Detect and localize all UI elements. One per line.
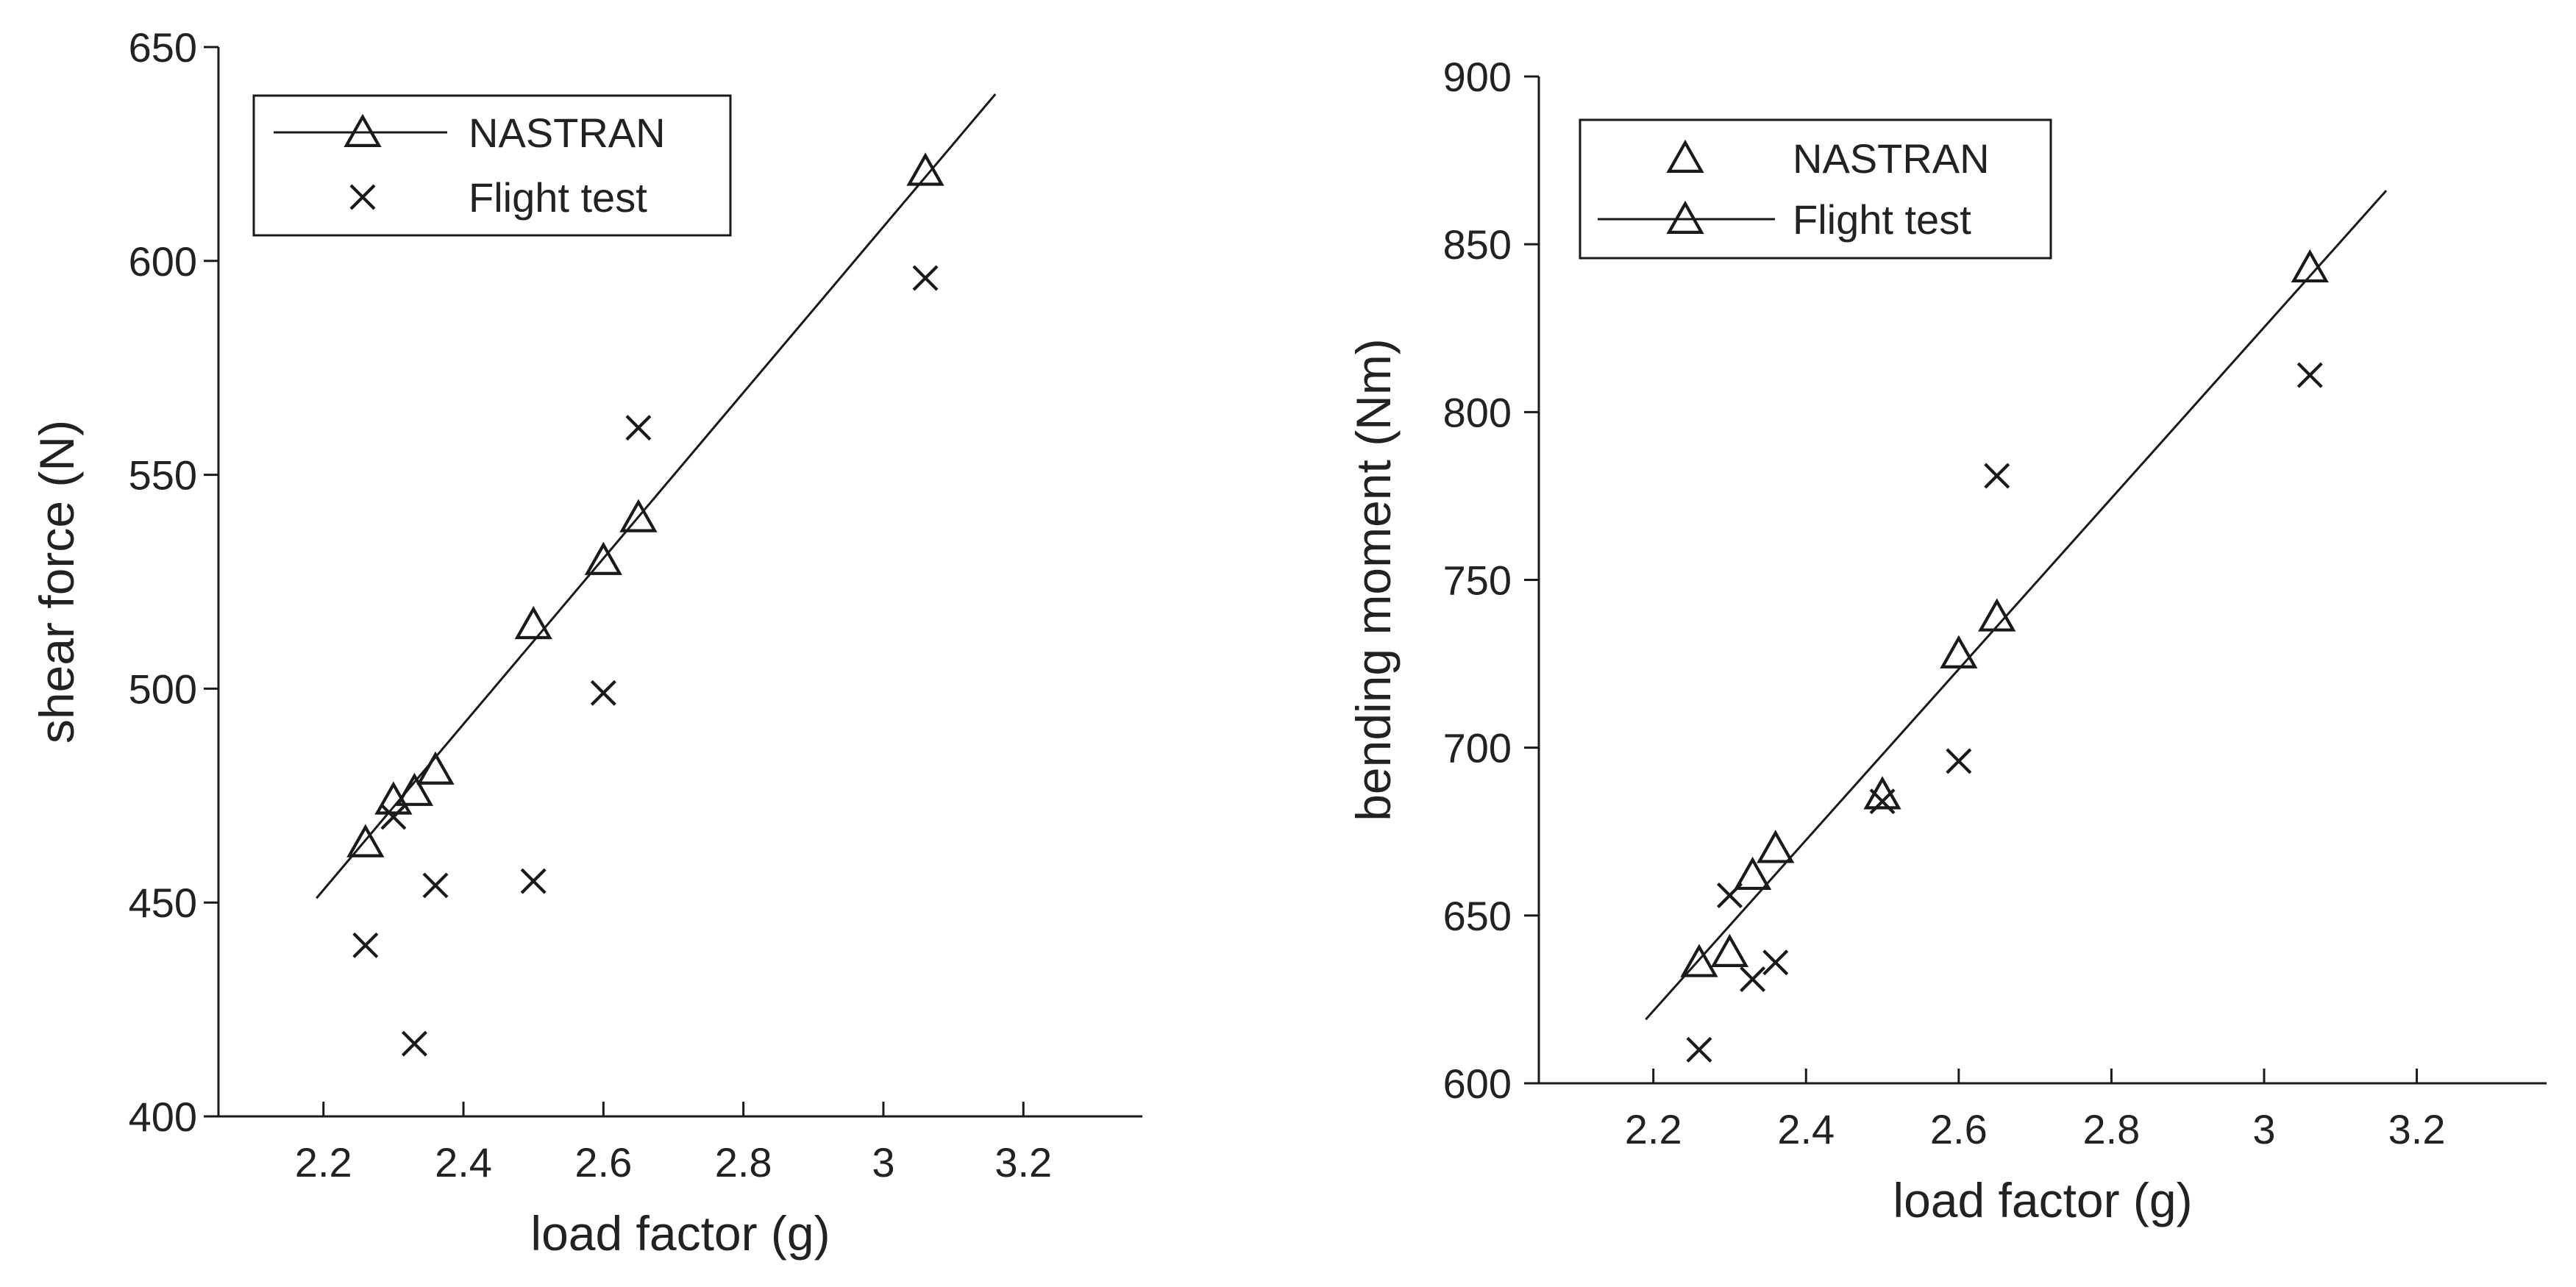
y-tick-label: 550 (129, 452, 197, 499)
flight-test-point (1946, 748, 1972, 774)
legend-box (1579, 118, 2052, 260)
flight-test-point (2296, 362, 2323, 388)
legend: NASTRAN Flight test (252, 94, 732, 237)
nastran-point (514, 605, 552, 640)
y-tick-label: 400 (129, 1094, 197, 1140)
legend-entry-nastran-marker (344, 113, 382, 147)
flight-test-point-stroke-b (590, 680, 616, 706)
flight-test-point (1762, 949, 1789, 976)
y-tick-label: 650 (1443, 893, 1512, 939)
flight-test-point-stroke-b (401, 1030, 427, 1057)
x-tick-label: 3.2 (995, 1139, 1052, 1186)
legend-box (252, 94, 732, 237)
legend-entry-nastran-marker (1666, 139, 1704, 173)
x-tick-label: 2.4 (435, 1139, 492, 1186)
nastran-point (395, 772, 434, 806)
flight-test-point (912, 265, 939, 291)
nastran-point (416, 751, 455, 785)
x-axis-label: load factor (g) (1893, 1173, 2192, 1227)
nastran-point (346, 824, 385, 858)
flight-test-point-stroke-b (1984, 463, 2010, 489)
flight-test-point (422, 872, 449, 899)
nastran-point (1940, 635, 1978, 669)
flight-test-point (1740, 966, 1766, 993)
y-tick-label: 600 (129, 238, 197, 285)
x-tick-label: 2.8 (715, 1139, 772, 1186)
nastran-point (1757, 830, 1795, 863)
flight-test-point-stroke-b (1762, 949, 1789, 976)
flight-test-point (1869, 788, 1896, 815)
flight-test-point (1716, 882, 1743, 908)
y-tick-label: 800 (1443, 389, 1512, 435)
y-tick-label: 500 (129, 666, 197, 712)
bending-moment-chart: 2.2 2.4 2.6 2.8 3 3.2 600 650 700 750 800 850 900 loa… (1346, 54, 2547, 1227)
nastran-point (906, 152, 944, 186)
legend-entry-nastran-label: NASTRAN (1793, 135, 1990, 182)
flight-test-point-stroke-b (1716, 882, 1743, 908)
y-tick-label: 700 (1443, 725, 1512, 771)
nastran-point (1710, 933, 1749, 967)
x-tick-label: 3.2 (2388, 1106, 2446, 1152)
x-tick-label: 2.4 (1777, 1106, 1835, 1152)
x-tick-label: 2.2 (295, 1139, 352, 1186)
flight-test-point-stroke-b (380, 804, 407, 830)
legend-entry-flight-test-marker (1666, 200, 1704, 234)
legend-entry-flight-test-label: Flight test (469, 174, 647, 221)
x-tick-label: 2.2 (1625, 1106, 1682, 1152)
flight-test-point (352, 932, 379, 958)
legend-entry-flight-test-marker (349, 184, 376, 210)
flight-test-point-stroke-b (2296, 362, 2323, 388)
flight-test-point (590, 680, 616, 706)
flight-test-point-stroke-b (352, 932, 379, 958)
x-tick-label: 2.6 (1930, 1106, 1988, 1152)
flight-test-point-stroke-b (1686, 1036, 1712, 1063)
x-axis-label: load factor (g) (530, 1206, 830, 1261)
nastran-point (1978, 598, 2016, 632)
flight-test-point (520, 868, 547, 894)
flight-test-point (380, 804, 407, 830)
legend-entry-flight-test-label: Flight test (1793, 196, 1971, 243)
nastran-point (1680, 944, 1718, 977)
flight-test-point-stroke-b (912, 265, 939, 291)
y-tick-label: 650 (129, 24, 197, 71)
nastran-point (619, 499, 658, 532)
flight-test-point-stroke-b (520, 868, 547, 894)
shear-force-chart: 2.2 2.4 2.6 2.8 3 3.2 400 450 500 550 600 650 load f… (29, 24, 1142, 1261)
flight-test-point-stroke-b (1946, 748, 1972, 774)
legend: NASTRAN Flight test (1579, 118, 2052, 260)
flight-test-point-stroke-b (422, 872, 449, 899)
legend-entry-flight-test-marker-stroke-b (349, 184, 376, 210)
y-axis-label: shear force (N) (29, 420, 84, 744)
flight-test-point (1686, 1036, 1712, 1063)
x-tick-label: 3 (2252, 1106, 2275, 1152)
y-tick-label: 900 (1443, 54, 1512, 100)
x-tick-label: 3 (872, 1139, 894, 1186)
y-tick-label: 750 (1443, 557, 1512, 604)
nastran-point (584, 541, 622, 575)
y-tick-label: 450 (129, 880, 197, 926)
flight-test-point (1984, 463, 2010, 489)
y-tick-label: 600 (1443, 1060, 1512, 1107)
flight-test-point (401, 1030, 427, 1057)
flight-test-point-stroke-b (1740, 966, 1766, 993)
flight-test-point-stroke-b (625, 415, 652, 441)
x-tick-label: 2.8 (2082, 1106, 2140, 1152)
y-axis-label: bending moment (Nm) (1346, 338, 1401, 821)
flight-test-point-stroke-b (1869, 788, 1896, 815)
x-tick-label: 2.6 (574, 1139, 632, 1186)
fit-line (1645, 190, 2388, 1021)
legend-entry-nastran-label: NASTRAN (469, 110, 666, 156)
flight-test-point (625, 415, 652, 441)
nastran-point (2291, 249, 2329, 283)
y-tick-label: 850 (1443, 221, 1512, 268)
nastran-point (1733, 856, 1772, 891)
